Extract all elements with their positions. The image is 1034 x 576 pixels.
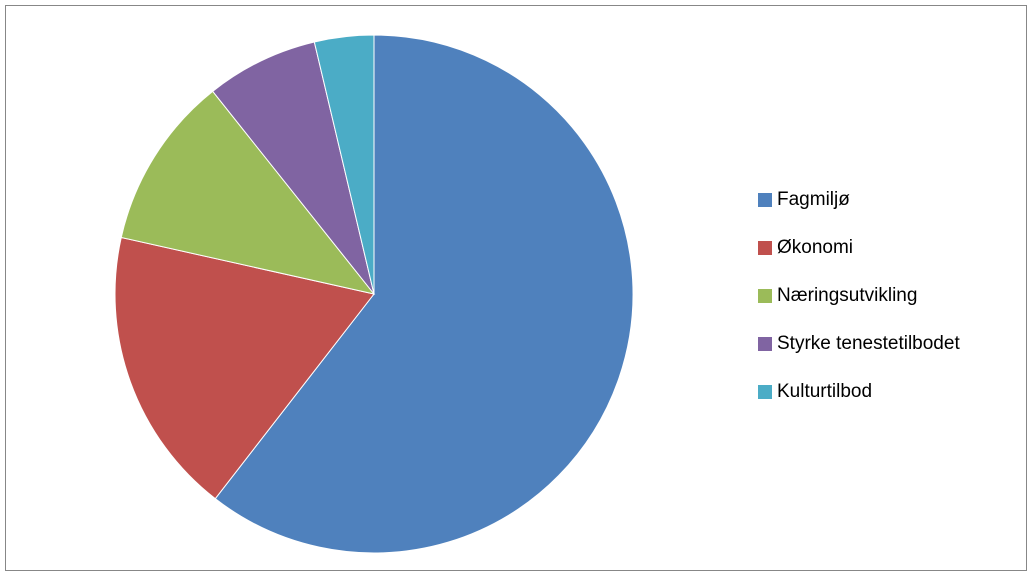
legend-label: Styrke tenestetilbodet [777,333,960,354]
pie-slice-styrke-tenestetilbodet [211,41,375,295]
legend-label: Fagmiljø [777,189,850,210]
pie-slice-kulturtilbod [313,34,375,295]
pie-slice-næringsutvikling [120,90,376,295]
legend-item-fagmiljo: Fagmiljø [758,188,960,212]
legend-label: Næringsutvikling [777,285,918,306]
legend-swatch [758,193,772,207]
chart-area: Fagmiljø Økonomi Næringsutvikling Styrke… [5,5,1027,571]
legend: Fagmiljø Økonomi Næringsutvikling Styrke… [758,188,960,428]
legend-item-okonomi: Økonomi [758,236,960,260]
pie-slices [114,34,634,554]
legend-item-styrke-tenestetilbodet: Styrke tenestetilbodet [758,332,960,356]
pie-chart [114,34,634,554]
legend-label: Økonomi [777,237,854,258]
pie-slice-økonomi [114,236,375,500]
legend-swatch [758,385,772,399]
legend-swatch [758,289,772,303]
pie-slice-fagmiljø [214,34,634,554]
legend-label: Kulturtilbod [777,381,873,402]
legend-swatch [758,337,772,351]
legend-item-kulturtilbod: Kulturtilbod [758,380,960,404]
legend-swatch [758,241,772,255]
legend-item-naeringsutvikling: Næringsutvikling [758,284,960,308]
